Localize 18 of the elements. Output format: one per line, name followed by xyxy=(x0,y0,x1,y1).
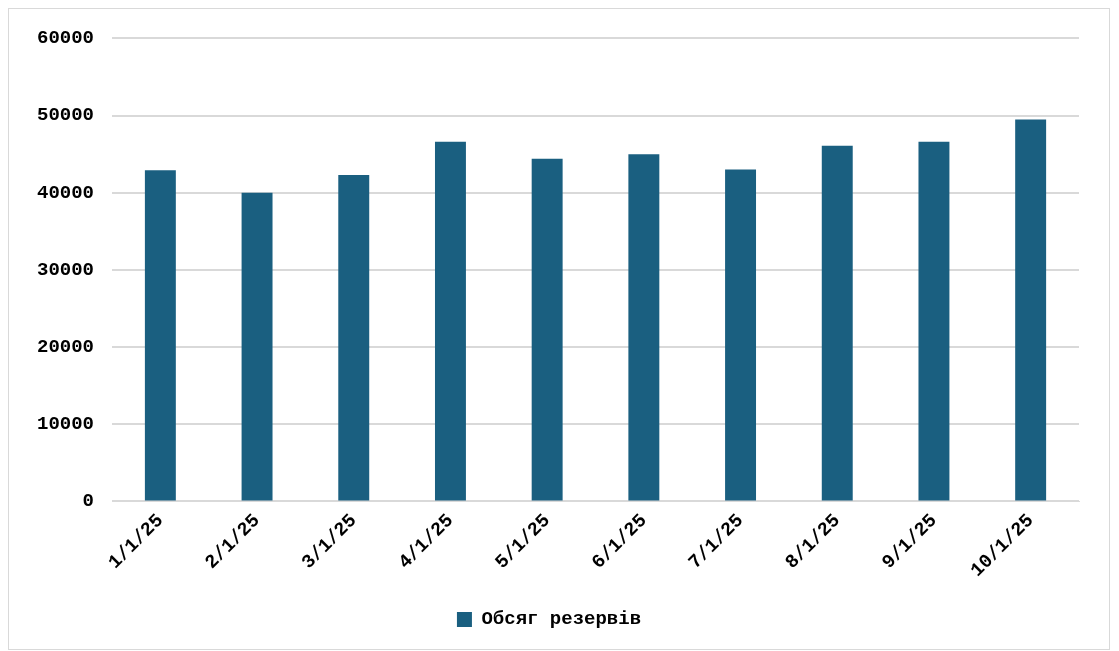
bar xyxy=(1015,119,1047,501)
bar xyxy=(531,158,563,501)
bar xyxy=(628,154,660,501)
bar xyxy=(144,170,176,501)
legend-label: Обсяг резервів xyxy=(481,608,642,631)
y-tick-label: 50000 xyxy=(36,104,95,127)
bar xyxy=(918,141,950,501)
y-tick-label: 0 xyxy=(82,490,95,513)
y-tick-label: 30000 xyxy=(36,258,95,281)
bar xyxy=(821,145,853,501)
bar xyxy=(241,192,273,501)
bar xyxy=(434,141,466,501)
bar xyxy=(338,175,370,501)
y-tick-label: 10000 xyxy=(36,413,95,436)
bar xyxy=(725,169,757,501)
y-tick-label: 40000 xyxy=(36,181,95,204)
y-tick-label: 20000 xyxy=(36,335,95,358)
y-tick-label: 60000 xyxy=(36,27,95,50)
